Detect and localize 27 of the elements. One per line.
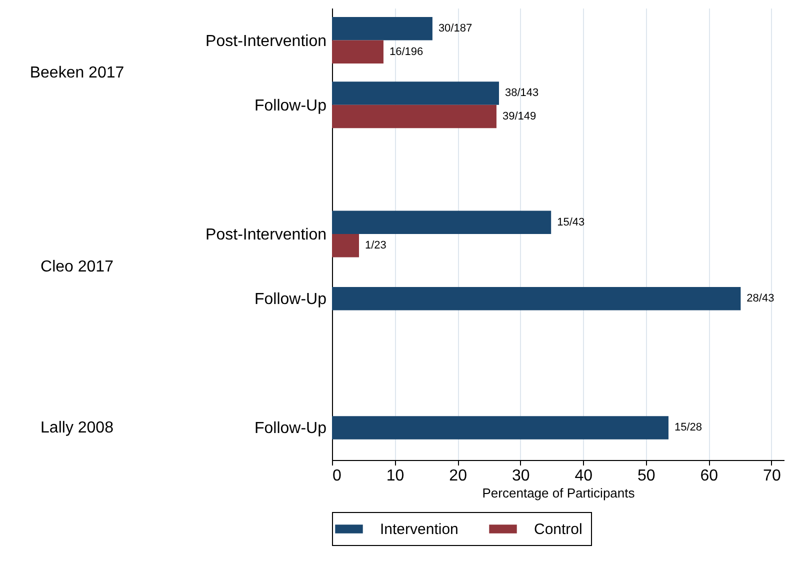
x-tick-label: 70 — [763, 468, 781, 484]
data-label: 16/196 — [389, 46, 424, 58]
y-tick-label: Follow-Up — [254, 291, 327, 308]
data-label: 28/43 — [746, 292, 774, 305]
y-tick-label: Follow-Up — [254, 97, 327, 114]
y-tick-label: Post-Intervention — [206, 32, 326, 50]
data-label: 1/23 — [364, 240, 386, 252]
x-axis-title: Percentage of Participants — [482, 486, 636, 500]
x-tick-label: 0 — [332, 468, 342, 484]
data-label: 15/43 — [557, 216, 585, 228]
data-label: 38/143 — [504, 87, 539, 100]
data-label: 30/187 — [438, 22, 472, 35]
y-tick-label: Follow-Up — [254, 420, 327, 438]
x-tick-label: 30 — [512, 468, 530, 484]
x-tick-label: 50 — [637, 468, 656, 484]
text: Beeken 2017 — [30, 64, 124, 82]
data-label: 39/149 — [502, 110, 536, 122]
text: Lally 2008 — [40, 420, 114, 437]
x-tick-label: 40 — [574, 468, 593, 484]
data-label: 15/28 — [674, 422, 702, 434]
y-tick-label: Post-Intervention — [206, 226, 326, 244]
x-tick-label: 60 — [700, 468, 718, 484]
legend-label: Control — [534, 521, 582, 538]
legend-label: Intervention — [380, 521, 458, 538]
text: Cleo 2017 — [40, 258, 114, 276]
x-tick-label: 20 — [449, 468, 468, 484]
x-tick-label: 10 — [386, 468, 404, 484]
